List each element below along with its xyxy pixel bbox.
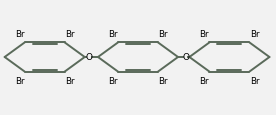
Text: Br: Br [158, 77, 168, 85]
Text: Br: Br [108, 30, 118, 38]
Text: Br: Br [199, 30, 209, 38]
Text: O: O [182, 53, 189, 62]
Text: Br: Br [250, 77, 259, 85]
Text: Br: Br [158, 30, 168, 38]
Text: Br: Br [108, 77, 118, 85]
Text: Br: Br [15, 77, 24, 85]
Text: O: O [86, 53, 92, 62]
Text: Br: Br [65, 30, 75, 38]
Text: Br: Br [199, 77, 209, 85]
Text: Br: Br [15, 30, 24, 38]
Text: Br: Br [65, 77, 75, 85]
Text: Br: Br [250, 30, 259, 38]
